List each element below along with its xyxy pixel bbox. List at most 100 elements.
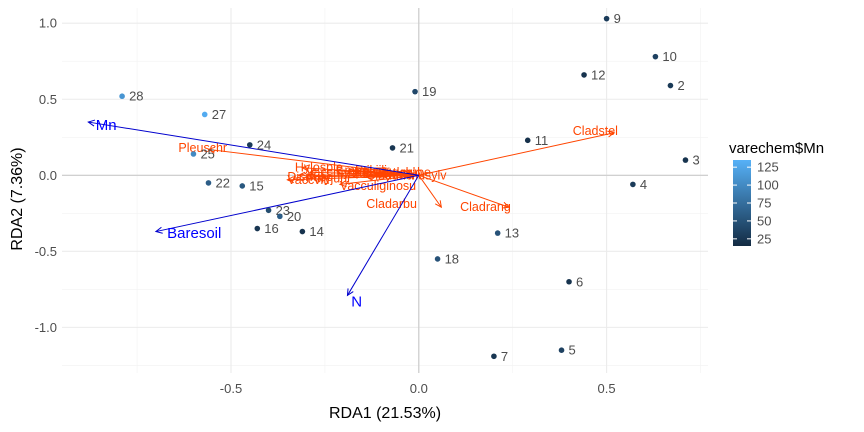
site-point: 18 (434, 251, 459, 266)
site-point: 10 (652, 49, 677, 64)
site-label: 9 (614, 11, 621, 26)
species-label: Dicrpoly (347, 167, 393, 181)
site-point: 16 (254, 221, 279, 236)
env-label: Mn (96, 117, 117, 134)
env-arrow (346, 175, 420, 297)
x-axis-title: RDA1 (21.53%) (329, 405, 441, 422)
colorbar-label: 100 (757, 178, 779, 193)
site-marker (494, 230, 501, 236)
site-label: 14 (309, 224, 323, 239)
site-point: 6 (566, 274, 583, 289)
site-point: 19 (412, 84, 437, 99)
site-label: 28 (129, 89, 143, 104)
site-marker (652, 53, 659, 60)
env-label: Baresoil (167, 225, 221, 242)
site-marker (246, 142, 253, 148)
site-marker (682, 157, 689, 163)
env-arrow-head (346, 288, 354, 297)
species-arrow-head (338, 180, 347, 188)
species-arrow-head (607, 130, 616, 138)
site-point: 5 (558, 343, 576, 358)
site-marker (277, 213, 283, 220)
site-point: 12 (581, 67, 606, 82)
site-label: 21 (400, 140, 414, 155)
species-arrow (418, 174, 511, 209)
species-label: Empenigr (336, 164, 390, 178)
species-arrow-head (353, 167, 362, 175)
y-axis-title: RDA2 (7.36%) (9, 147, 26, 250)
species-arrows: Cladstel Cladrang Cladarbu Pleuschr Vaccmyrt… (178, 124, 618, 214)
site-label: 27 (212, 107, 226, 122)
site-marker (603, 15, 610, 22)
site-marker (299, 228, 306, 235)
species-arrow (338, 174, 419, 188)
env-arrow (87, 119, 419, 176)
site-point: 4 (630, 177, 647, 192)
species-arrow-head (308, 168, 317, 176)
site-point: 24 (246, 137, 271, 152)
species-arrow-head (350, 171, 358, 179)
species-arrow-head (335, 167, 343, 175)
site-label: 13 (505, 226, 519, 241)
species-arrow-shaft (418, 132, 615, 176)
species-label: Cladstel (573, 124, 618, 138)
site-marker (389, 145, 396, 151)
site-point: 15 (239, 178, 264, 193)
site-marker (205, 180, 212, 186)
species-arrow-head (297, 171, 306, 179)
species-arrow-shaft (418, 175, 442, 208)
species-label: Cladrang (460, 200, 511, 214)
species-arrow (418, 130, 616, 176)
x-tick-label: -0.5 (220, 381, 242, 396)
site-label: 22 (215, 175, 229, 190)
species-arrow-shaft (418, 174, 510, 208)
site-label: 5 (569, 343, 576, 358)
site-point: 28 (119, 89, 144, 104)
site-point: 13 (494, 226, 519, 241)
species-label: Vaccmyrt (306, 165, 358, 179)
site-marker (434, 256, 441, 262)
site-marker (667, 82, 674, 89)
species-arrow (361, 170, 419, 178)
env-arrows: Mn Baresoil N (87, 117, 420, 311)
site-marker (630, 181, 636, 188)
species-label: Barbhatc (362, 167, 412, 181)
site-point: 7 (491, 349, 508, 364)
species-label: Pleuschr (178, 141, 227, 155)
colorbar-label: 75 (757, 196, 771, 211)
y-tick-label: 0.0 (39, 168, 57, 183)
env-arrow-head (87, 119, 96, 127)
site-label: 2 (677, 78, 684, 93)
site-label: 6 (576, 274, 583, 289)
env-arrow-head (154, 226, 163, 234)
species-arrow-head (301, 164, 310, 172)
site-marker (412, 88, 418, 95)
site-label: 11 (535, 133, 549, 148)
species-label: Pinusylv (400, 168, 447, 182)
site-marker (119, 93, 125, 100)
grid-lines (62, 8, 708, 373)
colorbar (733, 160, 751, 246)
site-label: 24 (257, 137, 271, 152)
species-arrow-head (365, 173, 373, 181)
site-label: 18 (445, 251, 459, 266)
site-marker (524, 137, 531, 144)
site-label: 7 (501, 349, 508, 364)
site-marker (491, 353, 497, 360)
site-point: 21 (389, 140, 414, 155)
site-point: 11 (524, 133, 549, 148)
site-label: 15 (249, 178, 263, 193)
colorbar-legend: varechem$Mn 25 50 75 100 125 (729, 140, 824, 246)
site-label: 3 (692, 153, 699, 168)
axis-ticks: -0.5 0.0 0.5 -1.0 -0.5 0.0 0.5 1.0 (35, 16, 616, 396)
species-label: Vacculiginosu (340, 179, 416, 193)
env-arrow-shaft (88, 121, 419, 176)
site-label: 12 (591, 67, 605, 82)
site-marker (201, 111, 208, 118)
env-arrow (154, 174, 419, 234)
site-marker (265, 207, 272, 214)
site-marker (566, 278, 572, 285)
species-label: Cladarbu (366, 197, 417, 211)
